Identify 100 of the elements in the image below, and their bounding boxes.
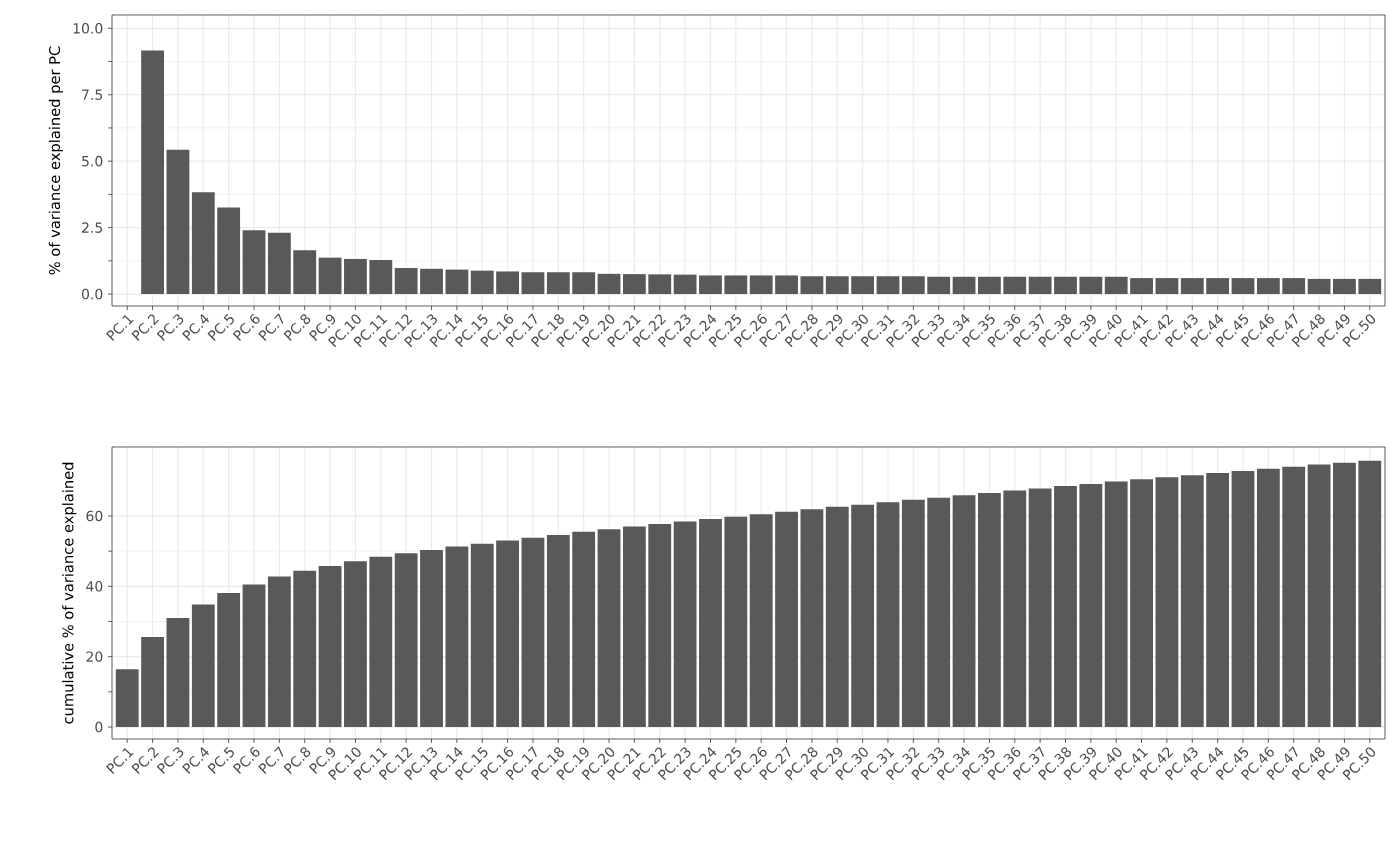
bar [927, 276, 951, 295]
y-tick-label: 2.5 [82, 222, 103, 233]
bar [369, 260, 393, 295]
bar [1333, 462, 1356, 728]
bar [217, 207, 241, 295]
bar [825, 506, 849, 728]
bar [394, 267, 418, 295]
bar [1256, 468, 1280, 728]
bar [1155, 477, 1179, 728]
bar [293, 570, 317, 728]
bar [673, 274, 697, 295]
bar [369, 556, 393, 728]
bar [1180, 475, 1204, 728]
bar [470, 543, 494, 728]
bar [851, 504, 875, 728]
bar [1358, 278, 1382, 295]
bar [775, 275, 798, 295]
bar [1079, 483, 1103, 728]
y-tick-label: 0.0 [81, 288, 103, 300]
bar [952, 276, 976, 295]
bar [901, 499, 925, 728]
bar [318, 565, 342, 728]
bar [1003, 490, 1027, 728]
bar [699, 275, 722, 295]
bar [344, 561, 367, 728]
y-tick-label: 60 [86, 510, 103, 522]
bar [1155, 278, 1179, 295]
bar [1104, 276, 1128, 295]
bar [242, 230, 266, 295]
bar [1358, 460, 1382, 728]
bar [166, 617, 190, 728]
bar [191, 604, 215, 728]
bar [1256, 278, 1280, 295]
y-tick-label: 5.0 [82, 155, 103, 167]
bar [445, 546, 469, 728]
bar [851, 276, 875, 295]
bar [825, 276, 849, 295]
bar [445, 269, 469, 295]
bar [267, 232, 291, 295]
bar [1282, 278, 1306, 295]
bar [1079, 276, 1103, 295]
y-tick-label: 40 [86, 581, 103, 592]
bar [1130, 479, 1153, 728]
bar [978, 276, 1001, 295]
bar [724, 516, 748, 728]
bar [141, 636, 164, 728]
y-axis-title: % of variance explained per PC [48, 46, 63, 275]
bar [242, 584, 266, 728]
bar [1130, 278, 1153, 295]
bar [496, 271, 520, 295]
bar [901, 276, 925, 295]
bar [1003, 276, 1027, 295]
bar [267, 576, 291, 728]
bar [1231, 278, 1255, 295]
bar [546, 272, 570, 295]
bar [521, 537, 545, 728]
bar [749, 275, 773, 295]
bar [1282, 466, 1306, 728]
bar [496, 540, 520, 728]
bar [1028, 276, 1052, 295]
bar [927, 497, 951, 728]
bar [572, 272, 596, 295]
y-tick-label: 0 [95, 721, 103, 733]
bar [800, 509, 824, 728]
bar [800, 276, 824, 295]
bar [749, 514, 773, 728]
bar [1054, 276, 1077, 295]
bar [648, 274, 672, 295]
bar [597, 529, 621, 728]
bar [546, 534, 570, 728]
bar [775, 511, 798, 728]
bar [876, 276, 900, 295]
bar [978, 493, 1001, 728]
y-axis-title: cumulative % of variance explained [62, 462, 77, 724]
bar [420, 550, 443, 728]
bar [166, 149, 190, 295]
y-tick-label: 10.0 [73, 22, 103, 34]
bar [622, 526, 646, 728]
bar [1231, 470, 1255, 728]
bar [1206, 473, 1230, 728]
bar [1307, 278, 1331, 295]
bar [420, 268, 443, 295]
bar [141, 50, 164, 295]
bar [521, 272, 545, 295]
bar [1180, 278, 1204, 295]
y-tick-label: 7.5 [82, 89, 103, 100]
bar [1307, 464, 1331, 728]
bar [952, 495, 976, 728]
bar [1104, 481, 1128, 728]
bar [115, 669, 139, 728]
bar [699, 519, 722, 728]
bar [394, 553, 418, 728]
bar [191, 192, 215, 295]
bar [1206, 278, 1230, 295]
bar [1028, 488, 1052, 728]
bar [318, 257, 342, 295]
bar [724, 275, 748, 295]
bar [622, 274, 646, 295]
bar [597, 273, 621, 295]
bar [876, 502, 900, 728]
